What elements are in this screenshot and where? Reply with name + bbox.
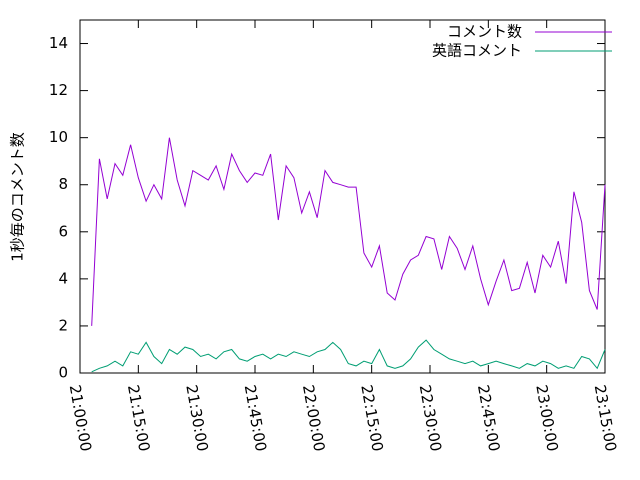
x-tick-label: 22:45:00	[474, 383, 503, 452]
y-tick-label: 8	[58, 175, 68, 193]
x-tick-label: 22:15:00	[357, 383, 386, 452]
x-tick-label: 21:30:00	[182, 383, 211, 452]
legend-label: コメント数	[447, 23, 522, 41]
x-tick-label: 23:15:00	[591, 383, 620, 452]
x-tick-label: 22:00:00	[299, 383, 328, 452]
x-tick-label: 23:00:00	[532, 383, 561, 452]
y-tick-label: 2	[58, 316, 68, 334]
x-tick-label: 21:45:00	[241, 383, 270, 452]
legend-label: 英語コメント	[432, 42, 522, 60]
y-tick-label: 10	[49, 128, 68, 146]
y-tick-label: 14	[49, 34, 68, 52]
data-line	[91, 137, 606, 326]
y-tick-label: 0	[58, 364, 68, 382]
y-tick-label: 12	[49, 81, 68, 99]
x-tick-label: 22:30:00	[416, 383, 445, 452]
y-axis-label: 1秒毎のコメント数	[9, 132, 27, 262]
y-tick-label: 6	[58, 222, 68, 240]
x-tick-label: 21:15:00	[124, 383, 153, 452]
y-tick-label: 4	[58, 269, 68, 287]
plot-frame	[79, 19, 606, 374]
data-line	[91, 339, 606, 373]
x-tick-label: 21:00:00	[66, 383, 95, 452]
